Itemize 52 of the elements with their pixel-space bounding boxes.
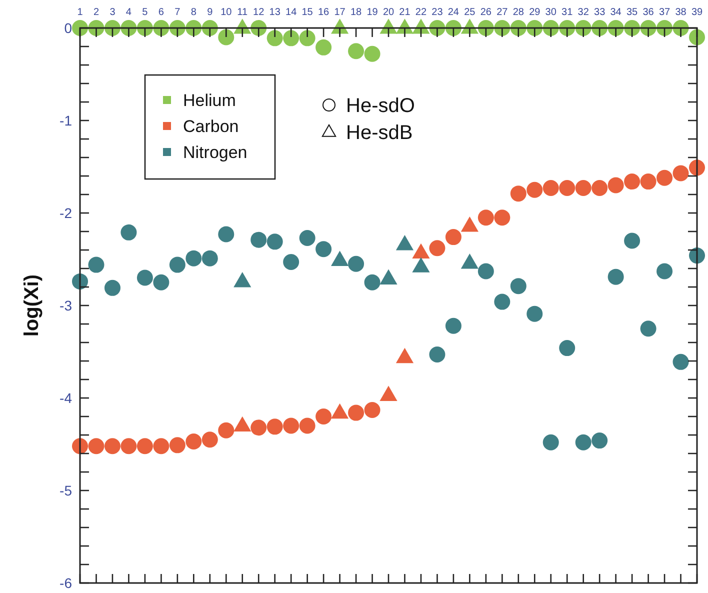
x-tick-label: 15	[302, 7, 314, 18]
x-tick-label: 13	[269, 7, 281, 18]
y-tick-label: -4	[60, 390, 72, 406]
x-tick-label: 3	[110, 7, 116, 18]
x-tick-label: 5	[142, 7, 148, 18]
x-tick-label: 12	[253, 7, 265, 18]
annotation: He-sdB	[346, 122, 413, 144]
x-tick-label: 21	[399, 7, 411, 18]
y-tick-label: -3	[60, 298, 72, 314]
x-tick-label: 29	[529, 7, 541, 18]
x-tick-label: 27	[496, 7, 508, 18]
x-tick-label: 20	[382, 7, 394, 18]
x-tick-label: 19	[366, 7, 378, 18]
x-tick-label: 30	[545, 7, 557, 18]
x-tick-label: 23	[432, 7, 444, 18]
y-tick-label: -5	[60, 482, 72, 498]
x-tick-label: 28	[512, 7, 524, 18]
x-tick-label: 36	[642, 7, 654, 18]
x-tick-label: 34	[610, 7, 622, 18]
y-tick-label: -2	[60, 205, 72, 221]
x-tick-label: 38	[675, 7, 687, 18]
x-tick-label: 8	[190, 7, 197, 18]
x-tick-label: 4	[126, 7, 132, 18]
x-tick-label: 18	[350, 7, 362, 18]
x-tick-label: 10	[220, 7, 232, 18]
x-tick-label: 22	[415, 7, 427, 18]
x-tick-label: 17	[334, 7, 346, 18]
x-tick-label: 1	[77, 7, 84, 18]
legend-label: Nitrogen	[183, 143, 248, 162]
x-tick-label: 33	[594, 7, 606, 18]
x-tick-label: 2	[93, 7, 100, 18]
x-tick-label: 26	[480, 7, 492, 18]
annotation: He-sdO	[346, 95, 415, 117]
x-tick-label: 16	[318, 7, 330, 18]
x-tick-label: 7	[174, 7, 181, 18]
y-tick-label: 0	[64, 20, 72, 36]
x-tick-label: 35	[626, 7, 638, 18]
x-tick-label: 14	[286, 7, 298, 18]
y-tick-label: -6	[60, 575, 72, 591]
x-tick-label: 31	[562, 7, 574, 18]
legend-label: Carbon	[183, 117, 239, 136]
x-tick-label: 32	[578, 7, 590, 18]
x-tick-label: 9	[207, 7, 214, 18]
y-tick-label: -1	[60, 112, 72, 128]
x-tick-label: 37	[658, 7, 671, 18]
x-tick-label: 39	[691, 7, 703, 18]
x-tick-label: 11	[237, 7, 248, 18]
legend-label: Helium	[183, 91, 236, 110]
x-tick-label: 6	[158, 7, 164, 18]
x-tick-label: 24	[448, 7, 460, 18]
x-tick-label: 25	[464, 7, 476, 18]
y-axis-title: log(Xi)	[21, 274, 43, 337]
